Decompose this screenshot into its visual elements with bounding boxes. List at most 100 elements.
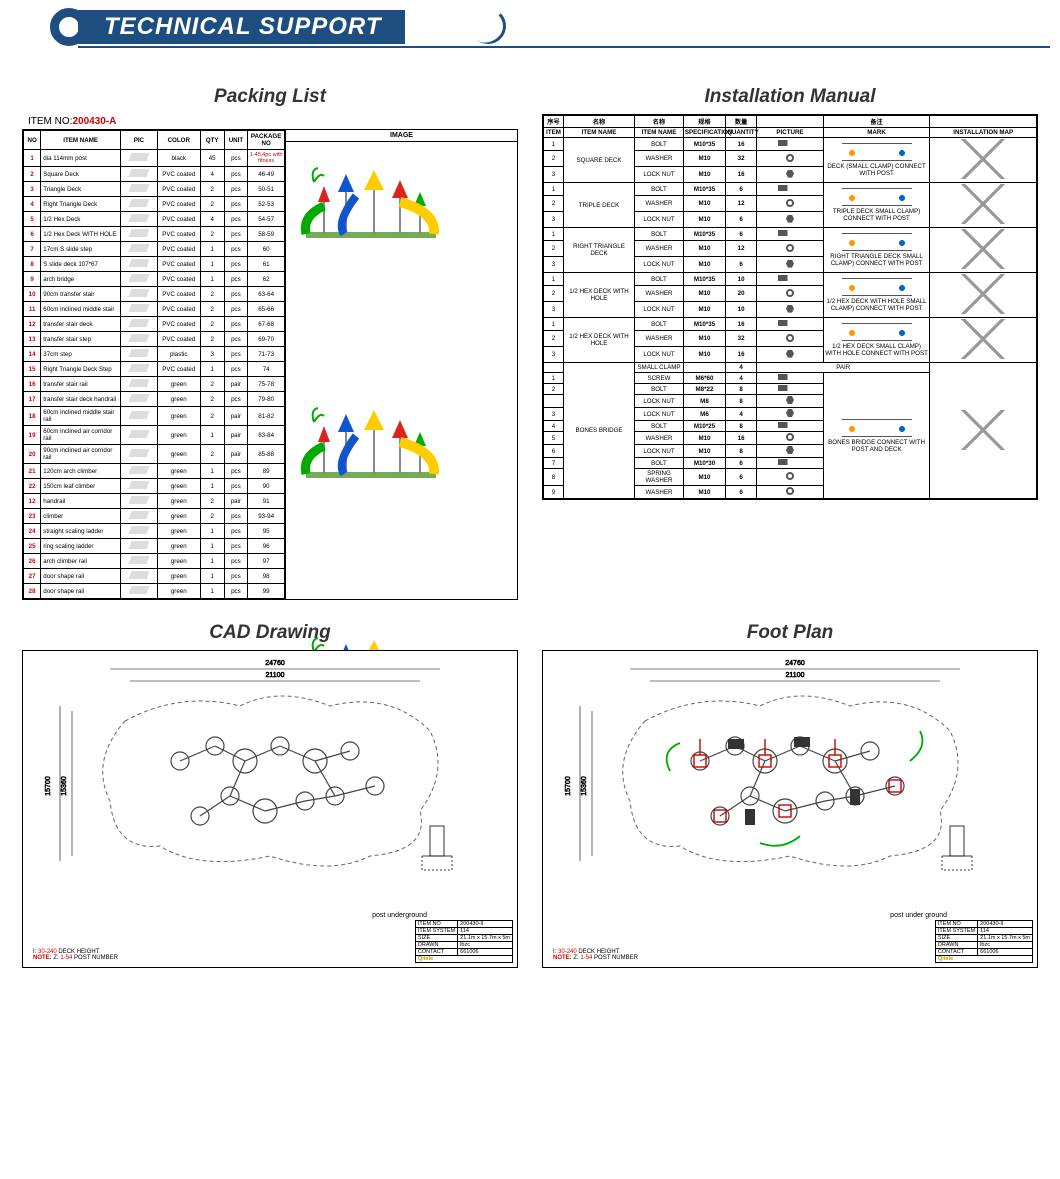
packing-row: 22150cm leaf climbergreen1pcs90 <box>24 479 285 494</box>
row-pic <box>121 362 158 377</box>
row-no: 12 <box>24 317 41 332</box>
install-row: 1TRIPLE DECKBOLTM10*356TRIPLE DECK SMALL… <box>544 183 1037 196</box>
row-color: green <box>157 569 200 584</box>
row-unit: pcs <box>224 242 248 257</box>
pic-icon <box>128 379 149 387</box>
pic-icon <box>128 481 149 489</box>
row-qty: 2 <box>200 407 224 426</box>
row-no: 23 <box>24 509 41 524</box>
foot-title: Foot Plan <box>542 622 1038 644</box>
row-color: green <box>157 539 200 554</box>
row-color: PVC coated <box>157 182 200 197</box>
install-row: 11/2 HEX DECK WITH HOLEBOLTM10*35101/2 H… <box>544 273 1037 286</box>
row-pkg: 97 <box>248 554 285 569</box>
row-name: transfer stair deck <box>41 317 121 332</box>
row-no: 6 <box>24 227 41 242</box>
row-name: arch climber rail <box>41 554 121 569</box>
pic-icon <box>128 199 149 207</box>
row-pkg: 63-64 <box>248 287 285 302</box>
bolt-icon <box>778 385 802 391</box>
row-qty: 2 <box>200 317 224 332</box>
svg-text:15360: 15360 <box>61 776 68 796</box>
row-pkg: 89 <box>248 464 285 479</box>
row-qty: 2 <box>200 332 224 347</box>
row-qty: 3 <box>200 347 224 362</box>
row-color: green <box>157 426 200 445</box>
row-name: climber <box>41 509 121 524</box>
playground-illustration-2 <box>296 402 446 512</box>
row-color: green <box>157 524 200 539</box>
row-no: 22 <box>24 479 41 494</box>
row-qty: 1 <box>200 242 224 257</box>
deck-name: TRIPLE DECK <box>563 183 634 228</box>
row-qty: 1 <box>200 464 224 479</box>
nut-icon <box>786 409 794 417</box>
row-pic <box>121 407 158 426</box>
row-pic <box>121 272 158 287</box>
row-color: PVC coated <box>157 287 200 302</box>
packing-col-header: COLOR <box>157 131 200 150</box>
foot-plan-section: Foot Plan 24760 21100 15700 15360 post u… <box>542 618 1038 968</box>
banner-curve-icon <box>463 1 514 52</box>
packing-row: 2090cm inclined air corridor railgreen2p… <box>24 445 285 464</box>
pic-icon <box>128 411 149 419</box>
row-no: 21 <box>24 464 41 479</box>
packing-row: 2Square DeckPVC coated4pcs46-49 <box>24 167 285 182</box>
packing-list-section: Packing List ITEM NO:200430-A NOITEM NAM… <box>22 82 518 600</box>
row-unit: pcs <box>224 197 248 212</box>
pic-icon <box>128 511 149 519</box>
row-no: 20 <box>24 445 41 464</box>
packing-row: 1960cm inclined air corridor railgreen1p… <box>24 426 285 445</box>
row-name: door shape rail <box>41 569 121 584</box>
row-unit: pcs <box>224 554 248 569</box>
row-unit: pcs <box>224 524 248 539</box>
packing-row: 26arch climber railgreen1pcs97 <box>24 554 285 569</box>
pic-icon <box>128 364 149 372</box>
foot-note: I: 30-240 DECK HEIGHT NOTE: Z: 1-54 POST… <box>553 949 638 961</box>
pic-icon <box>128 586 149 594</box>
pic-icon <box>128 571 149 579</box>
row-no: 25 <box>24 539 41 554</box>
row-qty: 2 <box>200 197 224 212</box>
row-name: transfer stair deck handrail <box>41 392 121 407</box>
install-row: BONES BRIDGESMALL CLAMP4PAIR <box>544 363 1037 373</box>
row-unit: pcs <box>224 182 248 197</box>
row-pkg: 69-70 <box>248 332 285 347</box>
row-pkg: 58-59 <box>248 227 285 242</box>
bolt-icon <box>778 275 802 281</box>
row-pic <box>121 524 158 539</box>
row-no: 15 <box>24 362 41 377</box>
row-color: PVC coated <box>157 227 200 242</box>
row-pkg: 99 <box>248 584 285 599</box>
packing-row: 25ring scaling laddergreen1pcs96 <box>24 539 285 554</box>
row-qty: 1 <box>200 524 224 539</box>
row-unit: pcs <box>224 272 248 287</box>
pic-icon <box>128 259 149 267</box>
row-pkg: 60 <box>248 242 285 257</box>
washer-icon <box>786 472 794 480</box>
row-color: PVC coated <box>157 242 200 257</box>
row-unit: pcs <box>224 584 248 599</box>
row-pkg: 75-78 <box>248 377 285 392</box>
packing-row: 1860cm inclined middle stair railgreen2p… <box>24 407 285 426</box>
install-row: 1RIGHT TRIANGLE DECKBOLTM10*356RIGHT TRI… <box>544 228 1037 241</box>
cad-footnote: post underground <box>372 912 427 919</box>
washer-icon <box>786 154 794 162</box>
row-no: 5 <box>24 212 41 227</box>
row-unit: pcs <box>224 332 248 347</box>
packing-row: 1160cm inclined middle stairPVC coated2p… <box>24 302 285 317</box>
row-name: 1/2 Hex Deck WITH HOLE <box>41 227 121 242</box>
row-pkg: 50-51 <box>248 182 285 197</box>
install-mark: DECK (SMALL CLAMP) CONNECT WITH POST <box>823 138 930 183</box>
packing-row: 12handrailgreen2pair91 <box>24 494 285 509</box>
row-qty: 2 <box>200 445 224 464</box>
row-color: green <box>157 407 200 426</box>
packing-row: 4Right Triangle DeckPVC coated2pcs52-53 <box>24 197 285 212</box>
packing-title: Packing List <box>22 86 518 108</box>
row-qty: 1 <box>200 569 224 584</box>
row-pic <box>121 584 158 599</box>
packing-row: 24straight scaling laddergreen1pcs95 <box>24 524 285 539</box>
install-diagram <box>930 318 1037 363</box>
row-color: PVC coated <box>157 272 200 287</box>
row-pic <box>121 317 158 332</box>
